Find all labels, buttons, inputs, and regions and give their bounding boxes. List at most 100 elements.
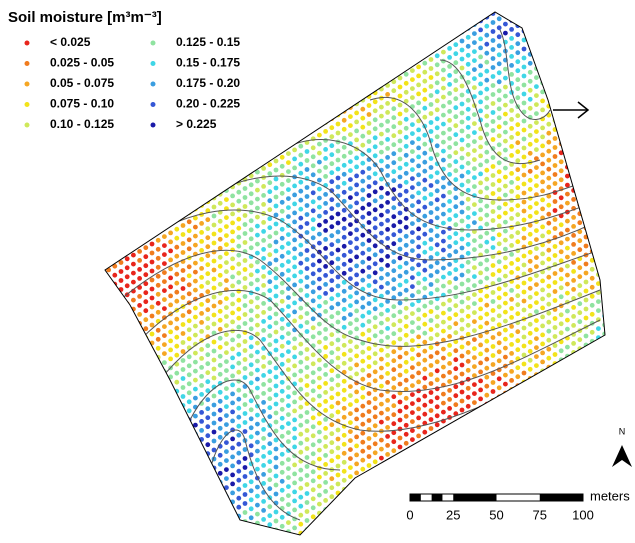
- sample-point: [410, 275, 415, 280]
- sample-point: [348, 258, 353, 263]
- sample-point: [341, 207, 347, 213]
- sample-point: [503, 336, 508, 342]
- sample-point: [422, 87, 428, 93]
- sample-point: [515, 311, 521, 317]
- sample-point: [124, 481, 130, 487]
- sample-point: [224, 197, 229, 203]
- sample-point: [106, 249, 111, 255]
- sample-point: [310, 145, 316, 151]
- sample-point: [186, 282, 192, 288]
- sample-point: [379, 311, 384, 317]
- sample-point: [205, 271, 211, 277]
- sample-point: [372, 531, 378, 535]
- sample-point: [124, 247, 130, 253]
- sample-point: [472, 382, 477, 387]
- sample-point: [205, 496, 211, 502]
- sample-point: [558, 258, 564, 264]
- sample-point: [577, 436, 583, 442]
- sample-point: [577, 535, 582, 540]
- sample-point: [403, 476, 409, 482]
- sample-point: [453, 276, 459, 282]
- sample-point: [379, 374, 384, 380]
- sample-point: [602, 430, 605, 436]
- sample-point: [354, 353, 359, 359]
- sample-point: [255, 412, 260, 418]
- sample-point: [286, 115, 291, 120]
- sample-point: [180, 421, 186, 426]
- sample-point: [317, 204, 322, 210]
- sample-point: [397, 75, 403, 81]
- sample-point: [317, 78, 322, 84]
- sample-point: [422, 303, 428, 309]
- sample-point: [379, 194, 384, 200]
- sample-point: [496, 466, 502, 472]
- sample-point: [490, 47, 496, 52]
- sample-point: [112, 497, 118, 503]
- sample-point: [329, 71, 335, 77]
- sample-point: [602, 412, 605, 418]
- sample-point: [459, 488, 465, 494]
- sample-point: [515, 482, 521, 488]
- sample-point: [193, 530, 198, 535]
- sample-point: [137, 240, 143, 245]
- sample-point: [261, 364, 266, 369]
- sample-point: [106, 186, 111, 192]
- sample-point: [366, 85, 372, 90]
- sample-point: [422, 204, 428, 210]
- sample-point: [521, 433, 527, 439]
- sample-point: [589, 50, 595, 56]
- sample-point: [124, 445, 130, 451]
- sample-point: [472, 319, 477, 324]
- sample-point: [385, 371, 390, 376]
- sample-point: [248, 155, 254, 161]
- sample-point: [565, 3, 570, 8]
- sample-point: [546, 67, 552, 73]
- sample-point: [540, 107, 545, 113]
- sample-point: [385, 290, 390, 295]
- sample-point: [422, 366, 428, 372]
- sample-point: [298, 512, 304, 518]
- sample-point: [329, 260, 335, 266]
- sample-point: [279, 280, 285, 286]
- sample-point: [596, 38, 601, 43]
- sample-point: [459, 308, 465, 314]
- sample-point: [527, 132, 533, 138]
- legend-swatch: [150, 102, 156, 107]
- sample-point: [465, 484, 471, 490]
- sample-point: [304, 518, 310, 523]
- sample-point: [441, 463, 446, 469]
- sample-point: [236, 270, 242, 276]
- sample-point: [372, 432, 378, 438]
- sample-point: [100, 262, 105, 267]
- sample-point: [180, 385, 186, 390]
- sample-point: [348, 465, 353, 470]
- sample-point: [441, 148, 446, 154]
- sample-point: [341, 414, 347, 420]
- sample-point: [583, 405, 589, 411]
- sample-point: [602, 12, 605, 13]
- sample-point: [583, 27, 589, 33]
- sample-point: [515, 401, 521, 407]
- sample-point: [174, 343, 180, 349]
- legend-swatch: [24, 81, 30, 87]
- sample-point: [428, 66, 434, 71]
- sample-point: [193, 188, 198, 194]
- sample-point: [552, 379, 558, 384]
- sample-point: [434, 503, 440, 509]
- sample-point: [490, 317, 496, 322]
- sample-point: [490, 110, 496, 115]
- sample-point: [131, 189, 136, 195]
- sample-point: [589, 230, 595, 236]
- sample-point: [441, 184, 446, 190]
- sample-point: [211, 492, 217, 498]
- sample-point: [552, 181, 558, 186]
- sample-point: [205, 172, 211, 178]
- sample-point: [348, 78, 353, 83]
- sample-point: [434, 197, 440, 203]
- sample-point: [571, 314, 576, 319]
- sample-point: [230, 373, 236, 379]
- sample-point: [124, 418, 130, 424]
- sample-point: [174, 397, 180, 403]
- sample-point: [416, 55, 421, 61]
- sample-point: [124, 337, 130, 343]
